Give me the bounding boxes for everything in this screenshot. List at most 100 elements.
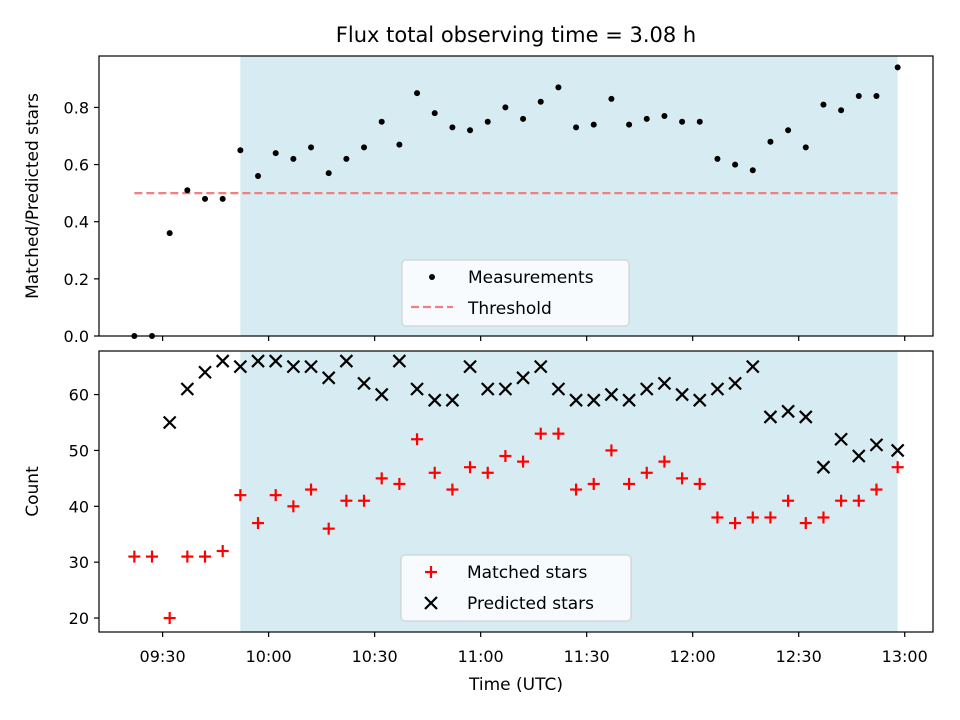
legend-measurements-label: Measurements — [468, 268, 594, 288]
measurements-point — [537, 98, 544, 105]
matched-stars-point — [640, 466, 653, 479]
measurements-point — [802, 144, 809, 151]
matched-stars-point — [199, 550, 212, 563]
predicted-stars-point — [799, 410, 813, 424]
matched-stars-point — [693, 477, 706, 490]
matched-stars-point — [358, 494, 371, 507]
predicted-stars-point-d2 — [604, 387, 619, 402]
predicted-stars-point — [834, 432, 848, 447]
measurements-point — [838, 107, 845, 114]
predicted-stars-point-d2 — [728, 376, 742, 391]
predicted-stars-point — [215, 354, 230, 368]
predicted-stars-point — [339, 354, 354, 368]
predicted-stars-point-d2 — [339, 354, 354, 368]
measurements-point — [467, 127, 474, 134]
x-tick-label: 11:00 — [458, 647, 504, 666]
predicted-stars-point — [180, 382, 195, 396]
measurements-point — [308, 144, 315, 151]
predicted-stars-point — [852, 449, 866, 463]
predicted-stars-point-d2 — [657, 376, 672, 391]
bottom-y-tick-label: 20 — [69, 609, 89, 628]
predicted-stars-point — [745, 359, 760, 374]
measurements-point — [325, 170, 332, 177]
measurements-point — [449, 124, 456, 131]
predicted-stars-point-d2 — [622, 393, 636, 407]
measurements-point — [166, 230, 173, 237]
measurements-point — [255, 173, 262, 179]
predicted-stars-point-d2 — [162, 415, 177, 430]
matched-stars-point — [552, 427, 565, 440]
predicted-stars-point — [321, 371, 336, 385]
matched-stars-point — [181, 550, 194, 563]
x-tick-label: 12:00 — [670, 647, 716, 666]
measurements-point — [573, 124, 580, 131]
legend-measurements-marker — [429, 274, 435, 280]
predicted-stars-point — [374, 387, 389, 402]
matched-stars-point — [375, 472, 388, 485]
matched-stars-point — [305, 483, 318, 496]
bottom-y-tick-label: 50 — [69, 441, 89, 460]
predicted-stars-point — [869, 438, 884, 452]
matched-stars-point — [587, 477, 600, 490]
matched-stars-point — [287, 500, 300, 513]
predicted-stars-point-d2 — [427, 393, 442, 407]
predicted-stars-point — [516, 371, 530, 385]
matched-stars-point — [499, 450, 512, 463]
measurements-point — [414, 90, 421, 97]
x-tick-label: 09:30 — [140, 647, 186, 666]
matched-stars-point — [835, 494, 848, 507]
predicted-stars-point-d2 — [198, 365, 212, 380]
matched-stars-point — [817, 511, 830, 524]
predicted-stars-point — [233, 359, 248, 374]
bottom-y-axis-label: Count — [23, 466, 43, 517]
measurements-point — [219, 195, 226, 202]
predicted-stars-point-d2 — [869, 438, 884, 452]
predicted-stars-point — [392, 354, 407, 368]
matched-stars-point — [729, 517, 742, 530]
measurements-point — [626, 121, 633, 128]
predicted-stars-point-d2 — [180, 382, 195, 396]
predicted-stars-point-d2 — [834, 432, 848, 447]
measurements-point — [767, 138, 774, 145]
predicted-stars-point — [268, 354, 283, 368]
matched-stars-point — [446, 483, 459, 496]
predicted-stars-point — [410, 382, 424, 396]
x-axis-label: Time (UTC) — [468, 675, 563, 695]
legend-predicted-marker — [424, 596, 438, 610]
matched-stars-point — [658, 455, 671, 468]
x-tick-label: 11:30 — [564, 647, 610, 666]
predicted-stars-point-d2 — [890, 443, 905, 458]
bottom-axes-frame — [98, 350, 934, 633]
predicted-stars-point — [357, 376, 371, 391]
predicted-stars-point-d2 — [533, 359, 548, 374]
measurements-point — [894, 64, 901, 71]
legend-matched-marker — [425, 566, 437, 578]
predicted-stars-point — [551, 382, 566, 396]
predicted-stars-point — [639, 382, 654, 396]
predicted-stars-point-d2 — [675, 387, 689, 402]
matched-stars-point — [252, 517, 265, 530]
matched-stars-point — [746, 511, 759, 524]
bottom-y-tick-label: 30 — [69, 553, 89, 572]
predicted-stars-point — [781, 404, 795, 419]
bottom-legend: Matched stars Predicted stars — [400, 554, 632, 622]
matched-stars-point — [216, 544, 229, 557]
top-y-tick-label: 0.4 — [64, 213, 89, 232]
measurements-point — [502, 104, 509, 111]
x-tick-label: 12:30 — [776, 647, 822, 666]
predicted-stars-point — [569, 393, 583, 407]
predicted-stars-point — [445, 393, 460, 407]
x-tick-label: 13:00 — [882, 647, 928, 666]
predicted-stars-point-d2 — [445, 393, 460, 407]
matched-stars-point — [870, 483, 883, 496]
measurements-point — [555, 84, 562, 91]
top-axes-frame — [98, 55, 934, 337]
measurements-point — [749, 167, 756, 174]
bottom-y-tick-label: 60 — [69, 386, 89, 405]
predicted-stars-point-d2 — [781, 404, 795, 419]
measurements-point — [608, 95, 615, 102]
matched-stars-point — [676, 472, 689, 485]
predicted-stars-point — [675, 387, 689, 402]
bottom-y-tick-label: 40 — [69, 497, 89, 516]
